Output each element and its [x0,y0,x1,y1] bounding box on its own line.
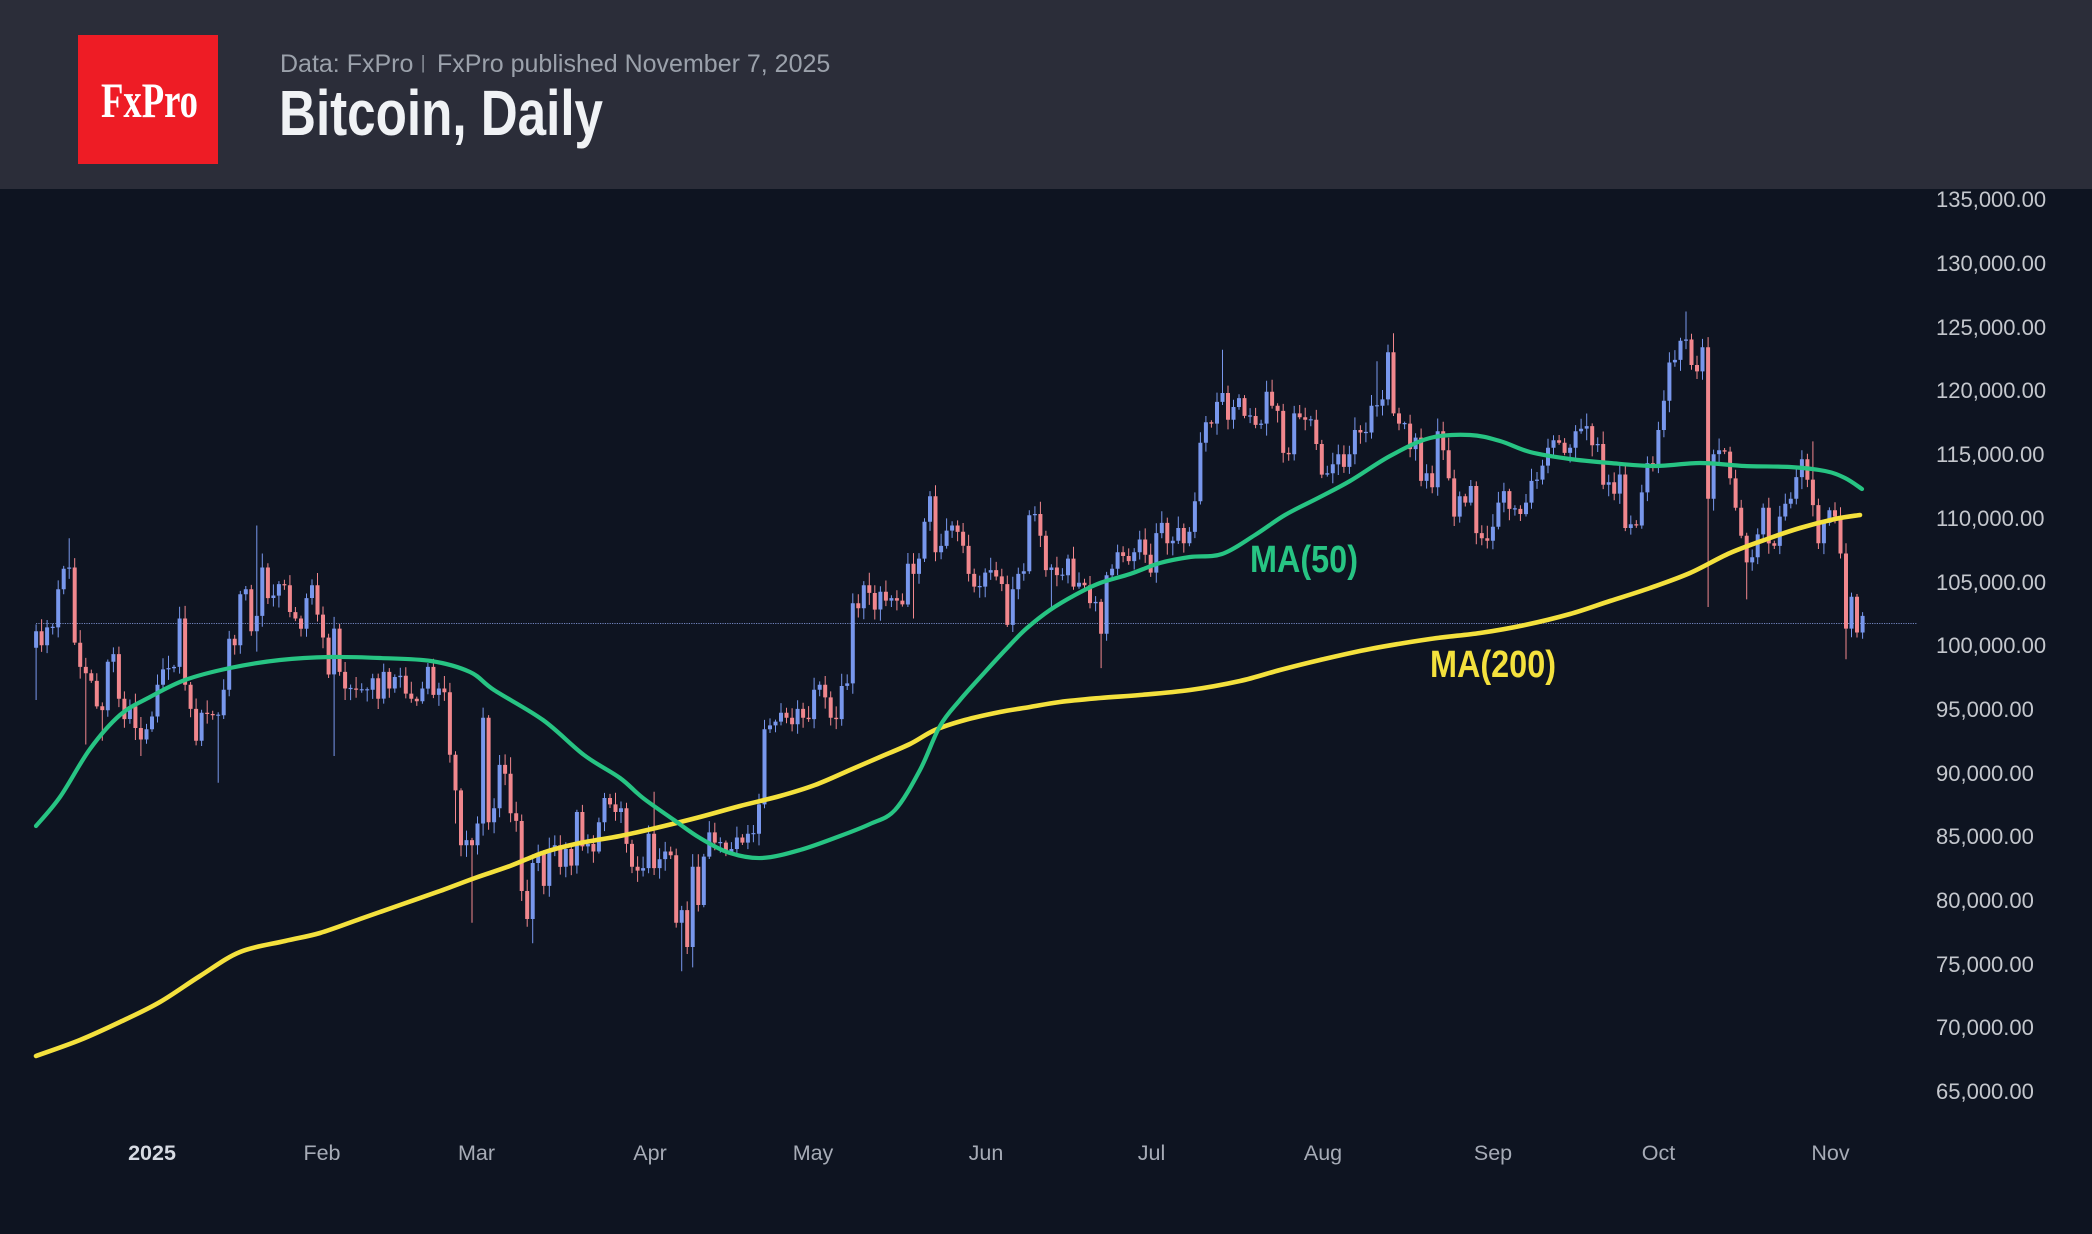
svg-text:90,000.00: 90,000.00 [1936,761,2034,786]
svg-text:75,000.00: 75,000.00 [1936,952,2034,977]
svg-text:Apr: Apr [633,1141,666,1165]
svg-text:Aug: Aug [1304,1141,1342,1165]
svg-text:110,000.00: 110,000.00 [1936,506,2044,531]
svg-text:135,000.00: 135,000.00 [1936,187,2046,212]
svg-text:MA(50): MA(50) [1250,539,1358,581]
svg-text:Mar: Mar [458,1141,495,1165]
svg-text:95,000.00: 95,000.00 [1936,697,2034,722]
svg-text:Sep: Sep [1474,1141,1512,1165]
svg-text:FxPro published November 7, 20: FxPro published November 7, 2025 [437,50,830,78]
svg-text:May: May [793,1141,834,1165]
svg-text:Nov: Nov [1811,1141,1849,1165]
svg-text:MA(200): MA(200) [1430,644,1556,686]
svg-text:115,000.00: 115,000.00 [1936,442,2044,467]
svg-text:130,000.00: 130,000.00 [1936,251,2046,276]
svg-text:105,000.00: 105,000.00 [1936,570,2046,595]
svg-text:Jul: Jul [1138,1141,1165,1165]
svg-text:Bitcoin, Daily: Bitcoin, Daily [279,77,603,149]
svg-text:80,000.00: 80,000.00 [1936,888,2034,913]
svg-text:125,000.00: 125,000.00 [1936,315,2046,340]
svg-text:Jun: Jun [969,1141,1004,1165]
svg-text:85,000.00: 85,000.00 [1936,824,2034,849]
svg-text:Feb: Feb [303,1141,340,1165]
svg-text:100,000.00: 100,000.00 [1936,633,2046,658]
svg-text:Oct: Oct [1642,1141,1675,1165]
svg-text:Data: FxPro: Data: FxPro [280,50,413,78]
svg-text:2025: 2025 [128,1141,176,1165]
svg-text:65,000.00: 65,000.00 [1936,1079,2034,1104]
svg-text:70,000.00: 70,000.00 [1936,1015,2034,1040]
svg-text:120,000.00: 120,000.00 [1936,378,2046,403]
svg-text:FxPro: FxPro [101,72,198,128]
